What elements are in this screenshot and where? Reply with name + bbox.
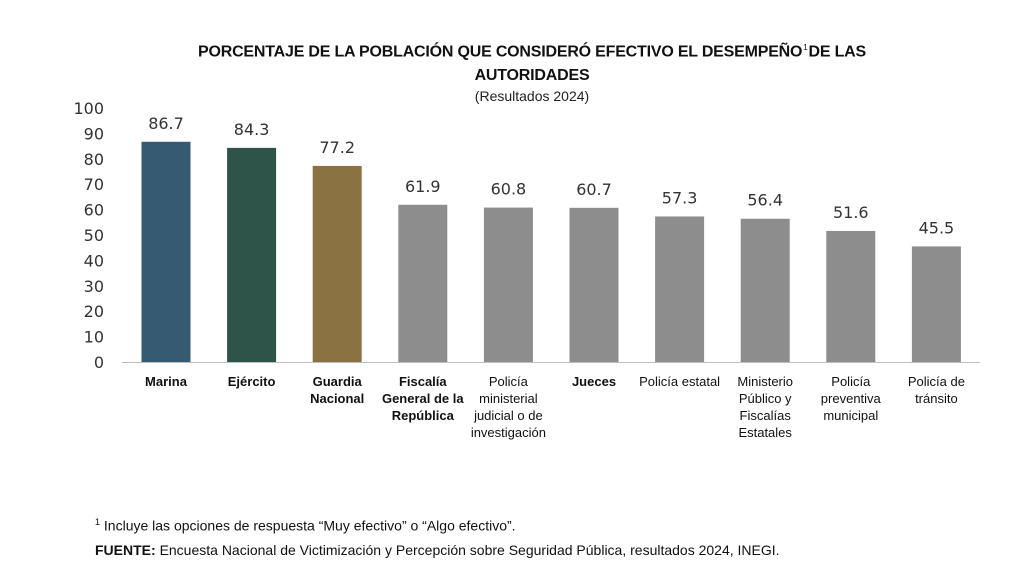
x-category-label-line: Fiscalía (398, 374, 447, 389)
bar-value-label: 45.5 (919, 218, 955, 237)
y-tick-label: 70 (84, 175, 104, 194)
bars-group (141, 141, 961, 362)
x-category-label: Ejército (197, 373, 307, 390)
bar (398, 204, 448, 362)
x-category-label-line: Policía estatal (639, 374, 721, 389)
x-category-label-line: Policía de (907, 374, 965, 389)
bar (483, 207, 533, 362)
y-tick-label: 10 (84, 328, 104, 347)
footnote: 1 Incluye las opciones de respuesta “Muy… (95, 517, 516, 534)
chart-subtitle: (Resultados 2024) (474, 88, 590, 104)
footnote-mark: 1 (95, 517, 101, 527)
title-footnote-mark: 1 (803, 43, 808, 52)
bar-value-label: 56.4 (747, 191, 783, 210)
y-tick-label: 40 (84, 251, 104, 270)
bar-value-label: 84.3 (234, 120, 270, 139)
x-category-label-line: judicial o de (474, 408, 543, 423)
source-text: Encuesta Nacional de Victimización y Per… (159, 542, 780, 558)
x-category-label: Jueces (539, 373, 649, 390)
bar (227, 147, 277, 362)
x-category-label-line: investigación (470, 425, 546, 440)
x-category-label: Marina (111, 373, 221, 390)
bar-value-label: 60.8 (491, 180, 527, 199)
x-category-label-line: Policía (831, 374, 871, 389)
x-category-label-line: Ministerio (737, 374, 793, 389)
x-category-label-line: Estatales (738, 425, 792, 440)
y-tick-label: 100 (73, 99, 104, 118)
bar-value-label: 61.9 (405, 177, 441, 196)
value-labels-group: 86.7 84.3 77.2 61.9 60.8 60.7 57.3 56.4 51.6 45.5 (148, 114, 954, 238)
x-category-label-line: preventiva (820, 391, 881, 406)
bar-value-label: 60.7 (576, 180, 612, 199)
x-category-label: Policía preventiva municipal (796, 373, 906, 424)
y-tick-label: 50 (84, 226, 104, 245)
x-category-label-line: ministerial (479, 391, 538, 406)
bar (141, 141, 191, 362)
bar (911, 246, 961, 362)
x-category-label: Guardia Nacional (282, 373, 392, 407)
bar-value-label: 86.7 (148, 114, 184, 133)
source-label: FUENTE: (95, 542, 156, 558)
chart-title-line-2: AUTORIDADES (474, 67, 590, 85)
bar (740, 218, 790, 362)
chart-title-line-1: PORCENTAJE DE LA POBLACIÓN QUE CONSIDERÓ… (0, 36, 1024, 64)
x-category-label-line: Ejército (227, 374, 276, 389)
y-tick-label: 20 (84, 302, 104, 321)
y-tick-label: 30 (84, 277, 104, 296)
y-tick-label: 90 (84, 124, 104, 143)
y-tick-label: 0 (94, 353, 104, 372)
x-category-label-line: municipal (823, 408, 879, 423)
x-category-label-line: Policía (488, 374, 528, 389)
x-category-label-line: tránsito (915, 391, 958, 406)
x-category-label: Fiscalía General de la República (368, 373, 478, 424)
x-category-label-line: General de la (381, 391, 464, 406)
bar (826, 230, 876, 362)
x-category-label: Policía estatal (625, 373, 735, 390)
x-category-label-line: Fiscalías (739, 408, 791, 423)
x-category-label: Policía de tránsito (881, 373, 991, 407)
footnote-text: Incluye las opciones de respuesta “Muy e… (103, 517, 516, 534)
bar (655, 216, 705, 362)
bar (569, 207, 619, 362)
bar-value-label: 77.2 (319, 138, 355, 157)
source-note: FUENTE: Encuesta Nacional de Victimizaci… (95, 542, 780, 558)
chart-title: PORCENTAJE DE LA POBLACIÓN QUE CONSIDERÓ… (0, 36, 1024, 88)
bar-value-label: 57.3 (662, 188, 698, 207)
x-category-label-line: Marina (145, 374, 187, 389)
bar-chart: 0 10 20 30 40 50 60 70 80 90 100 86.7 84.3 77.2 61.9 6… (73, 99, 980, 372)
x-category-label-line: Público y (738, 391, 792, 406)
y-tick-label: 80 (84, 150, 104, 169)
bar (312, 165, 362, 362)
x-category-label: Policía ministerial judicial o de investiga… (453, 373, 563, 441)
y-axis: 0 10 20 30 40 50 60 70 80 90 100 (73, 99, 104, 372)
bar-value-label: 51.6 (833, 203, 869, 222)
chart-title-text-1-end: DE LAS (808, 43, 867, 61)
y-tick-label: 60 (84, 201, 104, 220)
chart-title-text-1: PORCENTAJE DE LA POBLACIÓN QUE CONSIDERÓ… (198, 43, 803, 61)
x-category-label-line: Nacional (310, 391, 365, 406)
x-category-label-line: Guardia (312, 374, 362, 389)
x-category-label: Ministerio Público y Fiscalías Estatales (710, 373, 820, 441)
x-category-label-line: Jueces (571, 374, 617, 389)
x-category-label-line: República (391, 408, 454, 423)
